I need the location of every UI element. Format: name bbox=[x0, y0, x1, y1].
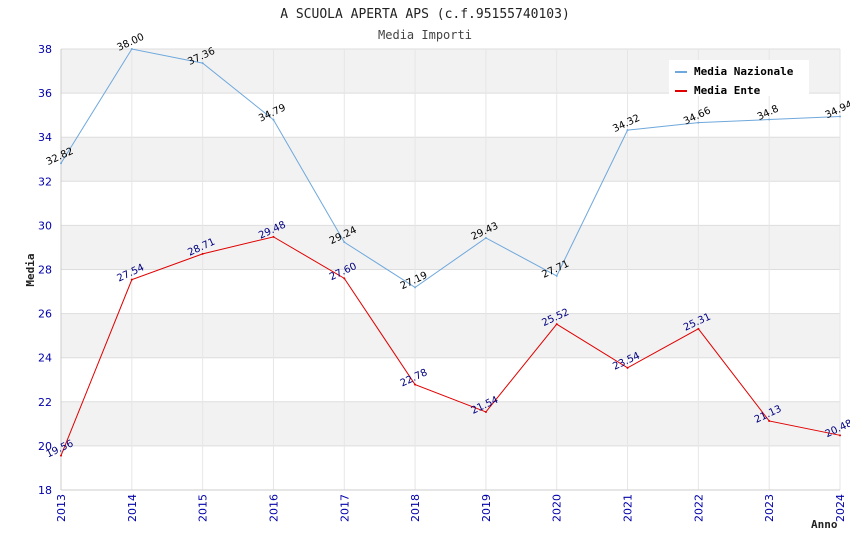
data-point bbox=[626, 366, 629, 369]
data-point bbox=[272, 118, 275, 121]
band bbox=[61, 93, 840, 138]
x-tick-label: 2022 bbox=[692, 494, 705, 522]
series-line-media-nazionale bbox=[60, 48, 841, 288]
data-point bbox=[414, 383, 417, 386]
data-point bbox=[343, 241, 346, 244]
y-tick-label: 18 bbox=[38, 484, 52, 497]
x-tick-label: 2019 bbox=[480, 494, 493, 522]
y-tick-label: 28 bbox=[38, 264, 52, 277]
data-point bbox=[343, 277, 346, 280]
data-point bbox=[60, 162, 62, 165]
data-point bbox=[484, 236, 487, 239]
band bbox=[61, 181, 840, 226]
data-point bbox=[555, 274, 558, 277]
data-point bbox=[555, 323, 558, 326]
data-point bbox=[697, 121, 700, 124]
y-tick-label: 38 bbox=[38, 43, 52, 56]
data-point bbox=[768, 118, 771, 121]
data-point bbox=[768, 419, 771, 422]
band bbox=[61, 269, 840, 314]
x-tick-label: 2024 bbox=[834, 494, 847, 522]
y-axis-ticks: 18 20 22 24 26 28 30 32 34 36 38 bbox=[38, 43, 52, 497]
band bbox=[61, 357, 840, 402]
band bbox=[61, 445, 840, 490]
x-tick-label: 2016 bbox=[267, 494, 280, 522]
x-tick-label: 2023 bbox=[763, 494, 776, 522]
legend-box bbox=[669, 60, 809, 96]
x-tick-label: 2021 bbox=[622, 494, 635, 522]
data-point bbox=[201, 252, 204, 255]
x-tick-label: 2014 bbox=[126, 494, 139, 522]
x-axis-label: Anno bbox=[811, 518, 838, 531]
chart-title: A SCUOLA APERTA APS (c.f.95155740103) bbox=[280, 7, 570, 22]
background-bands bbox=[61, 49, 840, 490]
data-point bbox=[484, 410, 487, 413]
y-axis-label: Media bbox=[24, 253, 37, 286]
data-point bbox=[130, 278, 133, 281]
x-tick-label: 2013 bbox=[55, 494, 68, 522]
band bbox=[61, 313, 840, 358]
y-tick-label: 30 bbox=[38, 219, 52, 232]
data-point bbox=[697, 327, 700, 330]
y-tick-label: 22 bbox=[38, 396, 52, 409]
x-tick-label: 2017 bbox=[338, 494, 351, 522]
data-point bbox=[414, 286, 417, 289]
x-axis-ticks: 2013 2014 2015 2016 2017 2018 2019 2020 2021 2022… bbox=[55, 494, 847, 522]
legend: Media Nazionale Media Ente bbox=[669, 60, 809, 97]
data-point bbox=[839, 115, 841, 118]
y-tick-label: 20 bbox=[38, 440, 52, 453]
band bbox=[61, 401, 840, 446]
y-tick-label: 36 bbox=[38, 87, 52, 100]
y-tick-label: 32 bbox=[38, 175, 52, 188]
chart-subtitle: Media Importi bbox=[378, 28, 472, 42]
series-lines bbox=[60, 48, 841, 457]
data-point bbox=[839, 434, 841, 437]
data-point bbox=[130, 48, 133, 50]
x-tick-label: 2018 bbox=[409, 494, 422, 522]
band bbox=[61, 137, 840, 182]
data-point bbox=[272, 235, 275, 238]
x-tick-label: 2020 bbox=[551, 494, 564, 522]
legend-label: Media Ente bbox=[694, 84, 761, 97]
y-tick-label: 26 bbox=[38, 308, 52, 321]
x-tick-label: 2015 bbox=[197, 494, 210, 522]
y-tick-label: 24 bbox=[38, 352, 52, 365]
data-point bbox=[60, 454, 62, 457]
gridlines bbox=[60, 48, 841, 491]
y-tick-label: 34 bbox=[38, 131, 52, 144]
data-point bbox=[201, 62, 204, 65]
data-point bbox=[626, 129, 629, 132]
legend-label: Media Nazionale bbox=[694, 65, 794, 78]
series-line-media-ente bbox=[60, 236, 841, 456]
